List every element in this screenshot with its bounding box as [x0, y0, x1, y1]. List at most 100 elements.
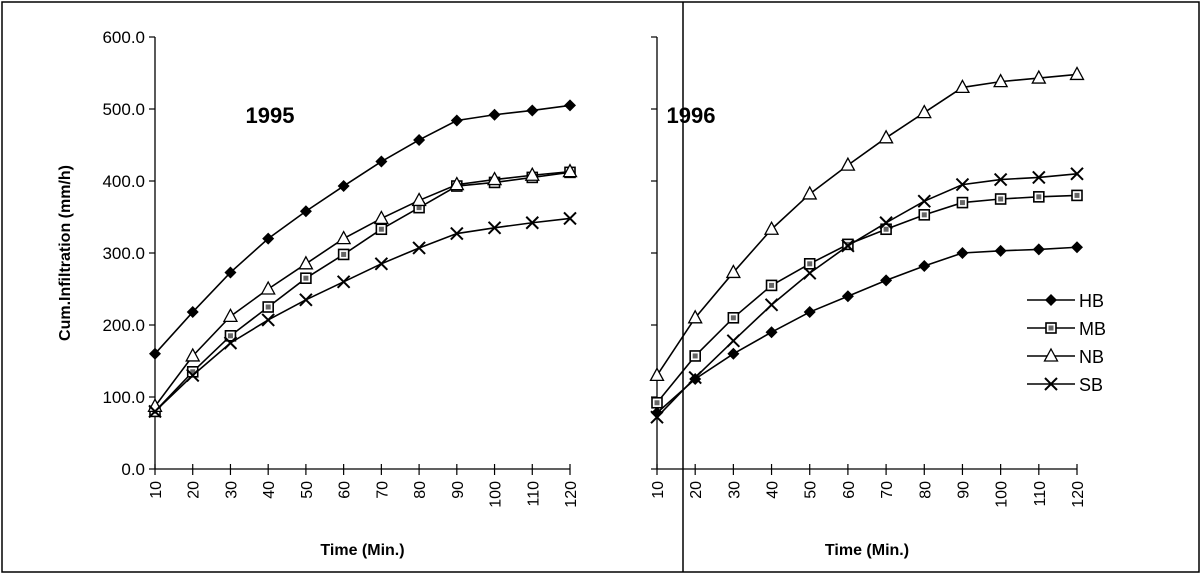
data-point-hb — [413, 133, 426, 146]
series-line-mb — [656, 194, 1078, 404]
data-point-sb-b — [688, 370, 702, 385]
y-tick-label: 100.0 — [102, 388, 145, 407]
data-point-mb-core — [883, 226, 889, 232]
data-point-sb — [650, 410, 664, 424]
x-axis-label: Time (Min.) — [825, 542, 909, 559]
legend-marker — [1045, 294, 1057, 306]
data-point-sb-b — [650, 410, 664, 424]
data-point-mb-core — [190, 369, 196, 375]
data-point-sb — [148, 404, 162, 419]
data-point-mb-core — [769, 282, 775, 288]
data-point-nb — [1069, 66, 1085, 81]
data-point-mb — [224, 329, 237, 342]
x-tick-label: 40 — [261, 481, 278, 499]
data-point-mb-core — [845, 241, 851, 247]
x-tick-label: 20 — [688, 481, 705, 499]
data-point-hb — [375, 155, 388, 168]
data-point-sb-b — [223, 336, 238, 350]
legend-label: MB — [1079, 319, 1106, 339]
data-point-hb — [526, 104, 539, 117]
x-tick-label: 30 — [223, 481, 240, 499]
data-point-sb-b — [993, 172, 1008, 187]
data-point-mb-core — [265, 304, 271, 310]
data-point-nb — [222, 307, 239, 323]
data-point-mb — [262, 301, 274, 313]
y-tick-label: 200.0 — [102, 316, 145, 335]
series-line-nb — [154, 170, 571, 407]
x-tick-label: 80 — [412, 481, 429, 499]
series-nb — [649, 66, 1085, 382]
data-point-nb — [916, 104, 932, 119]
legend-marker — [1044, 377, 1058, 391]
data-point-mb — [765, 279, 778, 292]
data-point-sb — [955, 177, 970, 192]
series-line-nb — [656, 73, 1078, 376]
data-point-mb-core — [303, 275, 309, 281]
x-tick-label: 70 — [879, 481, 896, 499]
data-point-mb-core — [1074, 192, 1080, 198]
x-tick-label: 70 — [374, 481, 391, 499]
x-tick-label: 90 — [450, 481, 467, 499]
series-line-hb — [154, 104, 571, 355]
legend: HB MB NB SB — [1027, 291, 1106, 395]
data-point-nb — [373, 210, 389, 225]
data-point-mb-core — [921, 212, 927, 218]
data-point-nb — [298, 255, 314, 270]
data-point-nb — [185, 347, 201, 362]
data-point-sb-b — [412, 241, 426, 255]
series-mb — [651, 189, 1083, 409]
data-point-sb — [726, 334, 741, 348]
data-point-sb — [841, 239, 855, 253]
x-tick-label: 50 — [299, 481, 316, 499]
data-point-hb — [994, 244, 1007, 257]
x-tick-label: 30 — [726, 481, 743, 499]
data-point-nb — [802, 185, 818, 200]
data-point-sb-b — [1070, 167, 1084, 181]
x-tick-label: 20 — [186, 481, 203, 499]
data-point-sb — [525, 216, 539, 230]
x-tick-label: 50 — [803, 481, 820, 499]
data-point-sb — [879, 216, 893, 230]
legend-marker-core — [1048, 325, 1054, 331]
legend-label: SB — [1079, 375, 1103, 395]
data-point-sb-b — [563, 211, 577, 226]
x-tick-label: 100 — [994, 481, 1011, 508]
data-point-sb — [1032, 170, 1046, 185]
data-point-hb — [1032, 243, 1045, 256]
data-point-sb-b — [803, 266, 817, 280]
data-point-nb — [878, 129, 894, 144]
data-point-sb — [487, 221, 502, 235]
x-tick-label: 40 — [765, 481, 782, 499]
data-point-sb-b — [148, 404, 162, 419]
legend-marker — [1045, 322, 1057, 334]
data-point-hb — [880, 274, 893, 287]
x-tick-label: 60 — [337, 481, 354, 499]
data-point-hb — [299, 205, 312, 218]
series-line-hb — [656, 246, 1078, 414]
legend-marker — [1043, 347, 1059, 362]
data-point-mb — [300, 272, 312, 285]
data-point-sb-b — [525, 216, 539, 230]
data-point-nb — [993, 73, 1009, 88]
data-point-mb-core — [998, 196, 1004, 202]
data-point-mb-core — [378, 226, 384, 232]
data-point-sb-b — [261, 313, 275, 327]
data-point-sb — [223, 336, 238, 350]
data-point-mb — [651, 396, 663, 409]
data-point-nb — [840, 156, 856, 171]
data-point-nb — [486, 171, 503, 186]
data-point-sb — [803, 266, 817, 280]
data-point-hb — [803, 306, 816, 319]
data-point-mb — [337, 248, 350, 261]
data-point-sb-b — [841, 239, 855, 253]
x-tick-label: 110 — [1032, 481, 1049, 507]
data-point-mb-core — [730, 315, 736, 321]
x-tick-label: 10 — [650, 481, 667, 499]
chart-1996: 10 20 30 40 50 60 70 80 90 100 110 120 1996 Time (Min… — [649, 36, 1106, 559]
y-axis-label: Cum.Infiltration (mm/h) — [57, 165, 74, 341]
data-point-nb — [649, 367, 665, 382]
data-point-mb — [1033, 191, 1045, 203]
data-point-sb-b — [726, 334, 741, 348]
